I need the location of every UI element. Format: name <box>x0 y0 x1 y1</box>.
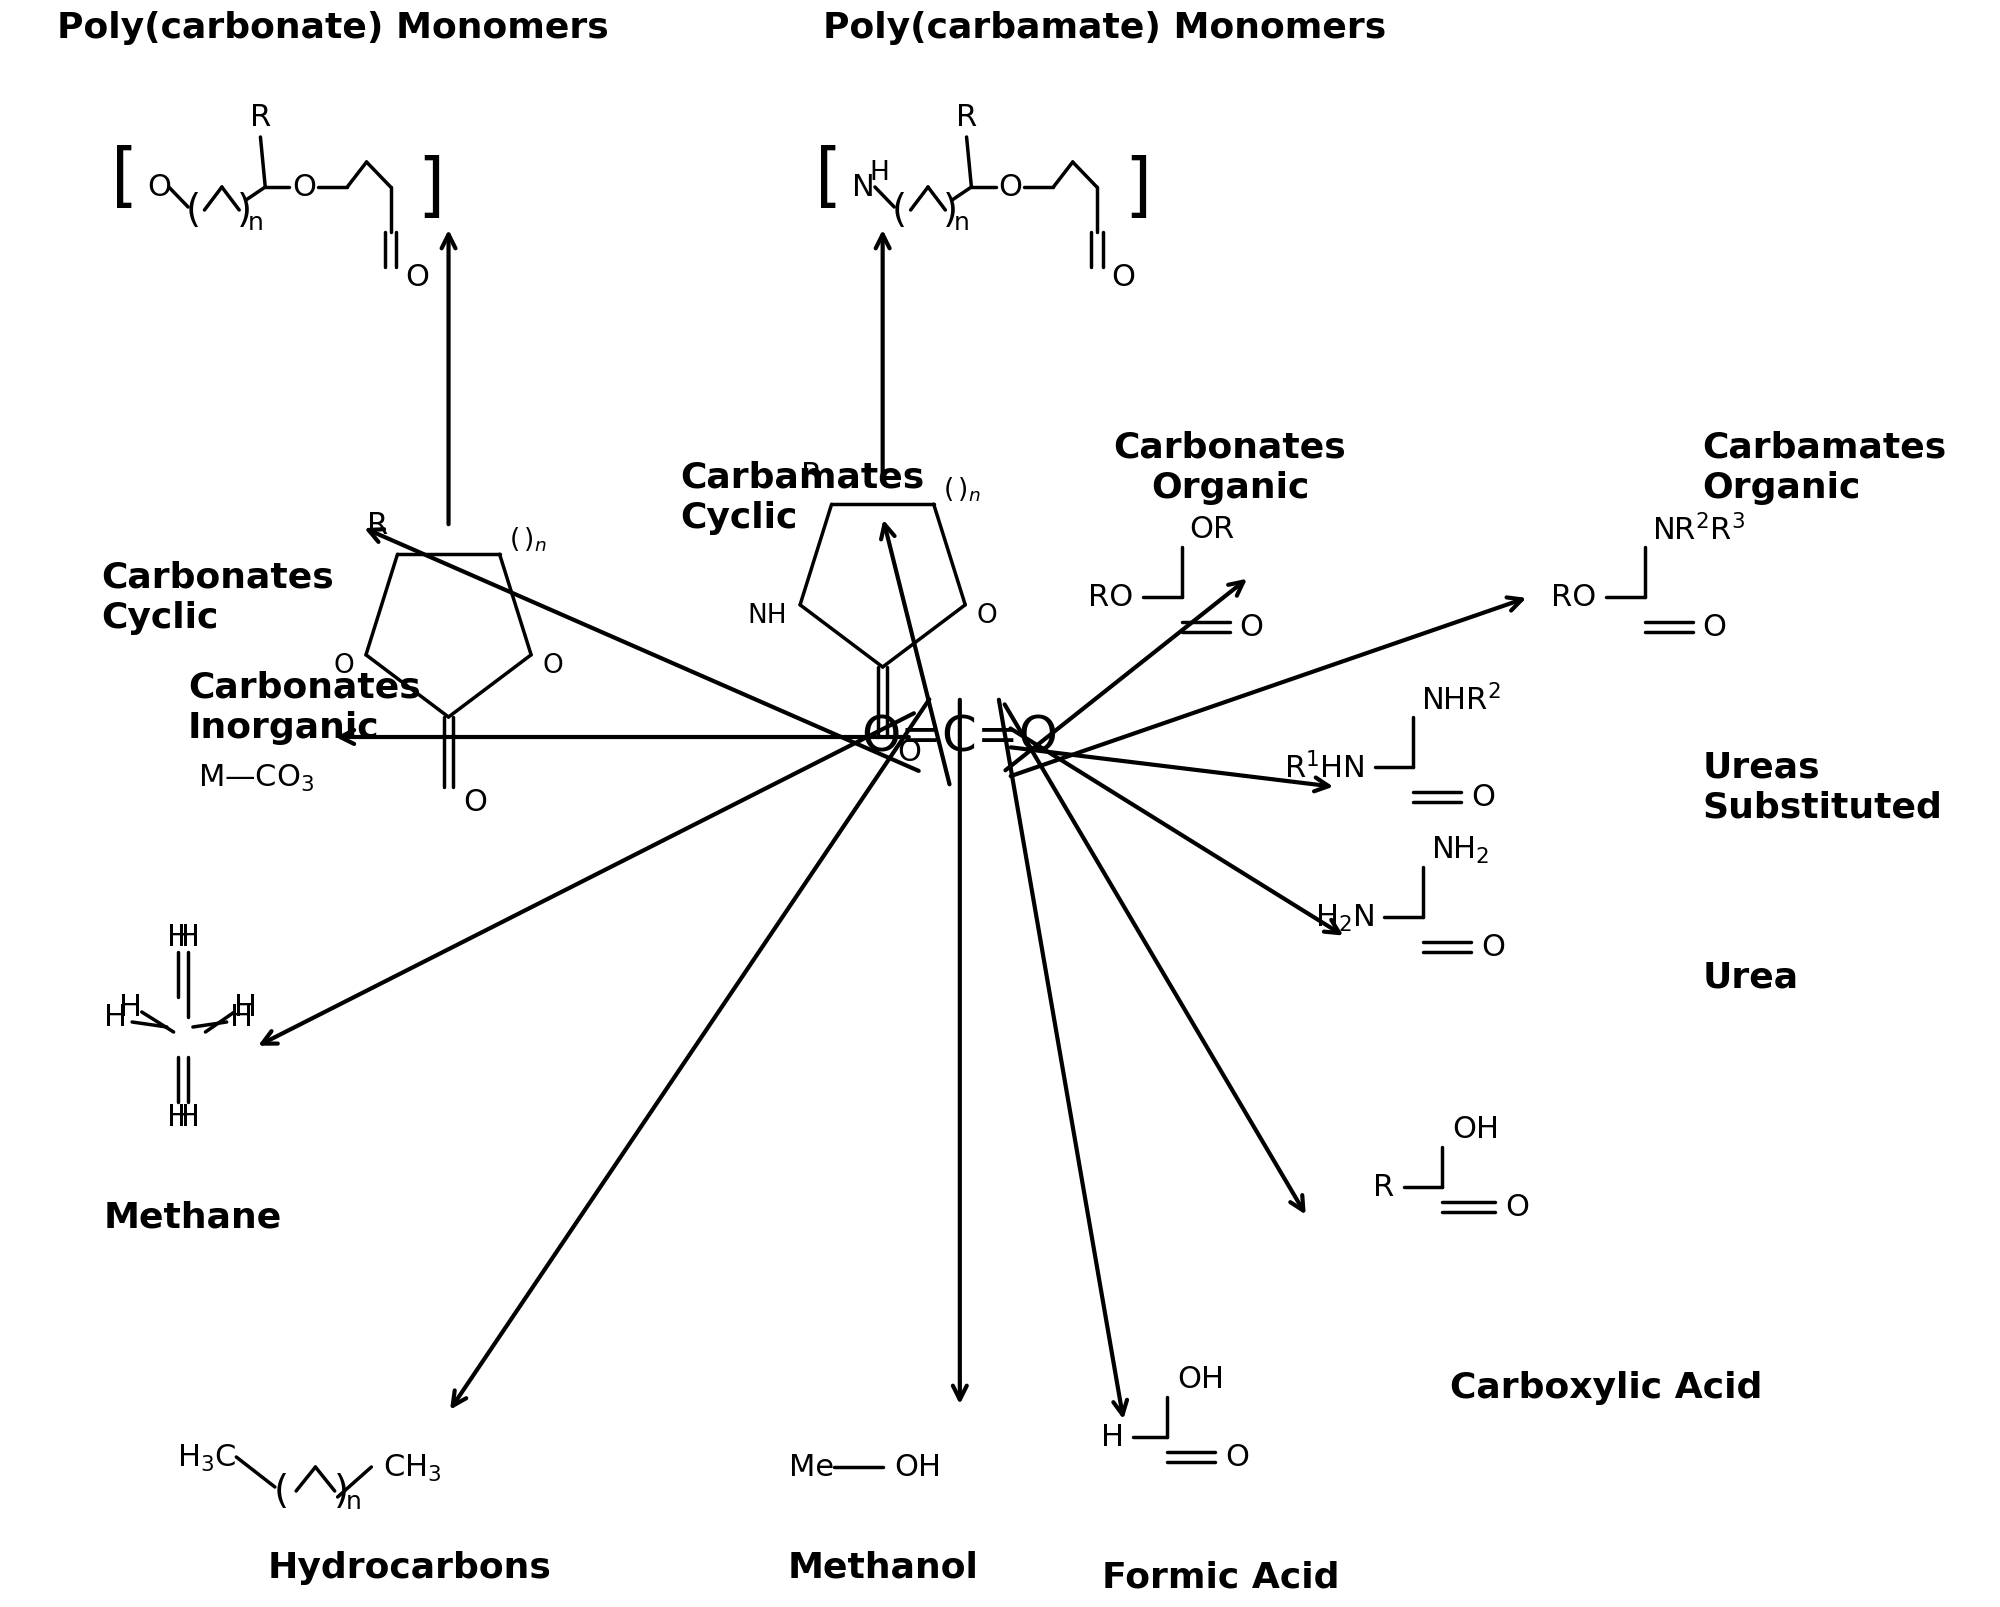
Text: R: R <box>366 511 388 540</box>
Text: O: O <box>1226 1443 1250 1472</box>
Text: O: O <box>1504 1192 1528 1221</box>
Text: (: ( <box>892 191 906 230</box>
Text: H: H <box>870 161 890 186</box>
Text: OR: OR <box>1190 516 1234 545</box>
Text: CH$_3$: CH$_3$ <box>382 1451 442 1483</box>
Text: (: ( <box>186 191 200 230</box>
Text: n: n <box>346 1490 362 1514</box>
Text: OH: OH <box>1452 1115 1498 1144</box>
Text: NH: NH <box>746 603 786 628</box>
Text: Formic Acid: Formic Acid <box>1102 1560 1340 1594</box>
Text: n: n <box>954 211 970 235</box>
Text: H$_3$C: H$_3$C <box>176 1441 236 1472</box>
Text: O: O <box>998 174 1022 202</box>
Text: H: H <box>104 1003 128 1032</box>
Text: Carbonates: Carbonates <box>102 561 334 595</box>
Text: RO: RO <box>1088 583 1134 612</box>
Text: O: O <box>1702 614 1726 643</box>
Text: Ureas: Ureas <box>1702 750 1820 784</box>
Text: Hydrocarbons: Hydrocarbons <box>268 1551 552 1585</box>
Text: O: O <box>898 738 922 767</box>
Text: O: O <box>464 787 488 816</box>
Text: R: R <box>250 103 272 132</box>
Text: Methanol: Methanol <box>788 1551 978 1585</box>
Text: Urea: Urea <box>1702 961 1798 995</box>
Text: H: H <box>176 922 200 951</box>
Text: n: n <box>248 211 264 235</box>
Text: H: H <box>166 922 190 951</box>
Text: Cyclic: Cyclic <box>680 501 798 535</box>
Text: H: H <box>176 1102 200 1131</box>
Text: Carbonates: Carbonates <box>1114 431 1346 464</box>
Text: [: [ <box>816 145 842 212</box>
Text: O: O <box>542 652 564 678</box>
Text: H: H <box>118 993 142 1022</box>
Text: ]: ] <box>418 154 444 222</box>
Text: H: H <box>230 1003 252 1032</box>
Text: (: ( <box>274 1472 290 1511</box>
Text: O: O <box>1240 614 1264 643</box>
Text: H: H <box>1100 1422 1124 1451</box>
Text: R: R <box>800 460 822 490</box>
Text: ($\,$)$_n$: ($\,$)$_n$ <box>510 525 546 554</box>
Text: Carbamates: Carbamates <box>1702 431 1946 464</box>
Text: Me: Me <box>790 1453 834 1482</box>
Text: O: O <box>406 264 430 292</box>
Text: Carbamates: Carbamates <box>680 461 924 495</box>
Text: Poly(carbamate) Monomers: Poly(carbamate) Monomers <box>822 11 1386 45</box>
Text: NH$_2$: NH$_2$ <box>1430 834 1490 865</box>
Text: ($\,$)$_n$: ($\,$)$_n$ <box>944 476 980 505</box>
Text: O: O <box>1480 934 1504 963</box>
Text: Organic: Organic <box>1150 471 1310 505</box>
Text: H: H <box>166 1102 190 1131</box>
Text: O: O <box>1472 783 1496 812</box>
Text: Cyclic: Cyclic <box>102 601 218 635</box>
Text: OH: OH <box>1176 1364 1224 1393</box>
Text: R: R <box>1372 1173 1394 1202</box>
Text: N: N <box>852 174 874 202</box>
Text: Carbonates: Carbonates <box>188 670 420 704</box>
Text: Methane: Methane <box>104 1200 282 1234</box>
Text: Substituted: Substituted <box>1702 791 1942 824</box>
Text: O: O <box>148 174 172 202</box>
Text: Inorganic: Inorganic <box>188 710 380 744</box>
Text: O=C=O: O=C=O <box>862 714 1058 762</box>
Text: O: O <box>334 652 354 678</box>
Text: ): ) <box>942 191 958 230</box>
Text: OH: OH <box>894 1453 942 1482</box>
Text: RO: RO <box>1552 583 1596 612</box>
Text: NR$^2$R$^3$: NR$^2$R$^3$ <box>1652 513 1746 546</box>
Text: R: R <box>956 103 978 132</box>
Text: O: O <box>292 174 316 202</box>
Text: NHR$^2$: NHR$^2$ <box>1420 683 1500 715</box>
Text: [: [ <box>110 145 138 212</box>
Text: ): ) <box>334 1472 350 1511</box>
Text: O: O <box>1112 264 1136 292</box>
Text: H$_2$N: H$_2$N <box>1316 902 1374 934</box>
Text: R$^1$HN: R$^1$HN <box>1284 752 1364 784</box>
Text: Organic: Organic <box>1702 471 1862 505</box>
Text: Poly(carbonate) Monomers: Poly(carbonate) Monomers <box>56 11 608 45</box>
Text: ]: ] <box>1124 154 1150 222</box>
Text: ): ) <box>236 191 252 230</box>
Text: Carboxylic Acid: Carboxylic Acid <box>1450 1371 1762 1405</box>
Text: H: H <box>234 993 258 1022</box>
Text: O: O <box>976 603 998 628</box>
Text: M—CO$_3$: M—CO$_3$ <box>198 762 314 794</box>
